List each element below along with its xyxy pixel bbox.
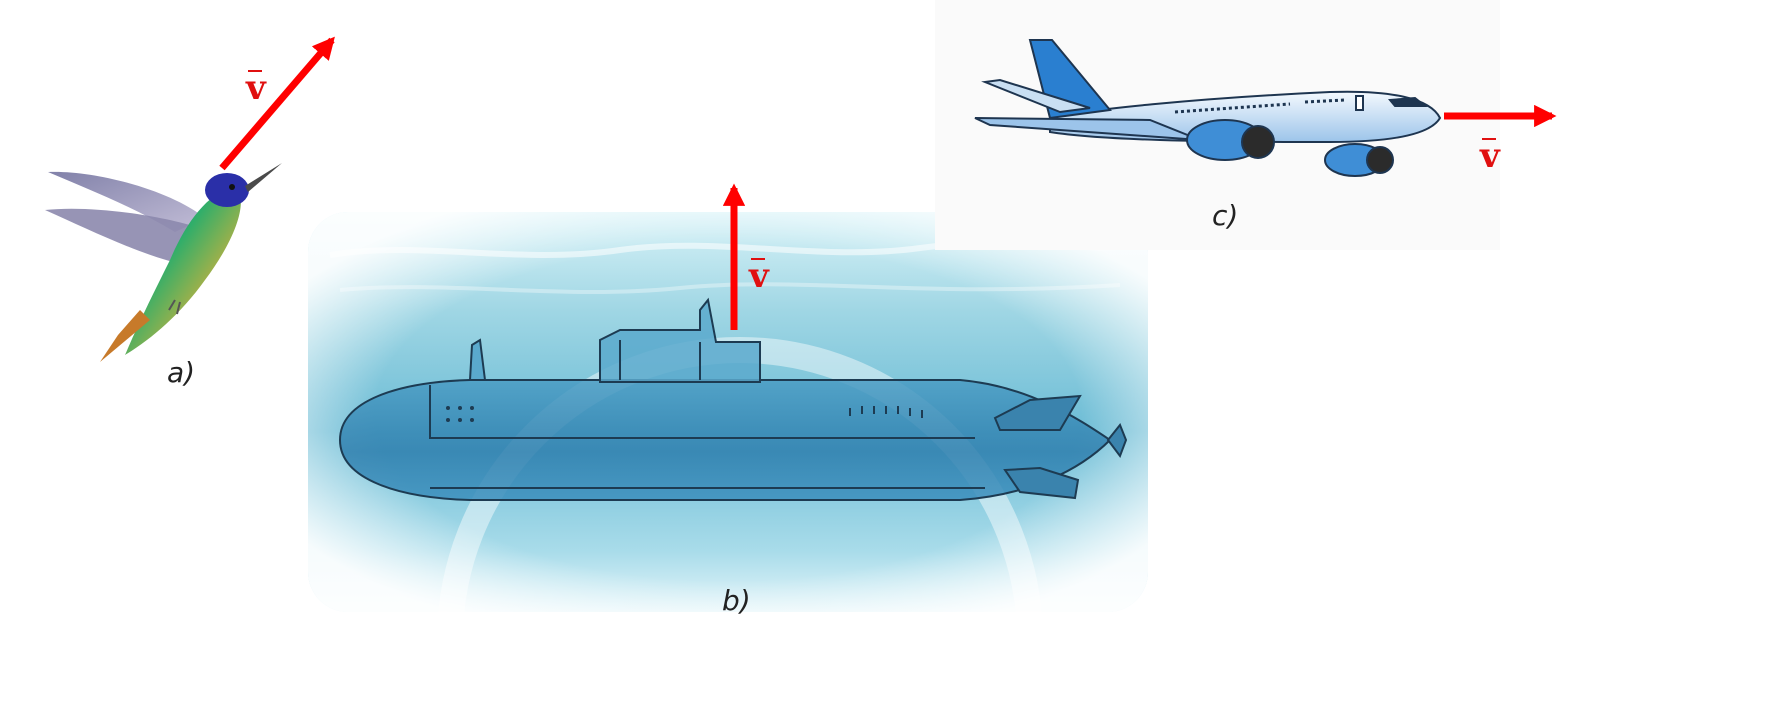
velocity-label-b: v	[748, 256, 770, 296]
panel-label-c: c)	[1212, 199, 1238, 232]
panel-c-airplane: v c)	[935, 0, 1552, 250]
panel-label-a: a)	[167, 356, 195, 389]
panel-a-hummingbird: v a)	[45, 40, 332, 389]
panel-b-submarine: v b)	[308, 188, 1148, 701]
velocity-label-a: v	[245, 68, 267, 108]
hummingbird-illustration	[45, 163, 282, 362]
velocity-label-c: v	[1479, 136, 1501, 176]
velocity-arrow-a	[222, 40, 332, 168]
panel-label-b: b)	[722, 584, 751, 617]
